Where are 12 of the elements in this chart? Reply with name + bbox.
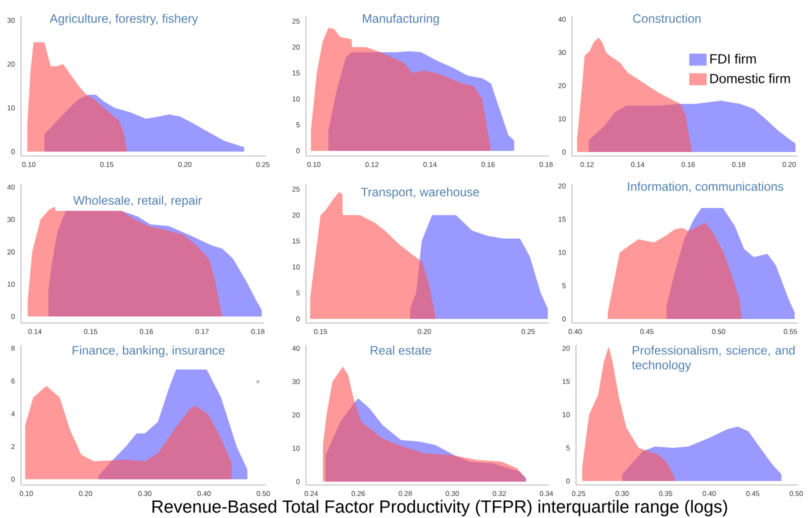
chart-title: Agriculture, forestry, fishery bbox=[50, 14, 198, 26]
chart-title: Transport, warehouse bbox=[361, 187, 480, 199]
chart-title: Manufacturing bbox=[362, 14, 439, 26]
legend-label: Domestic firm bbox=[710, 73, 790, 84]
x-axis-title: Revenue-Based Total Factor Productivity (TFPR) interquartile range (logs) bbox=[152, 500, 728, 516]
legend-label: FDI firm bbox=[710, 54, 756, 64]
chart-title: Finance, banking, insurance bbox=[72, 346, 225, 358]
text: Wholesale, retail, repair bbox=[73, 196, 202, 208]
text: Professionalism, science, and technology bbox=[632, 346, 795, 372]
chart-title: Construction bbox=[633, 14, 701, 23]
chart-title: Information, communications bbox=[628, 182, 784, 192]
chart-title: Real estate bbox=[370, 346, 432, 355]
